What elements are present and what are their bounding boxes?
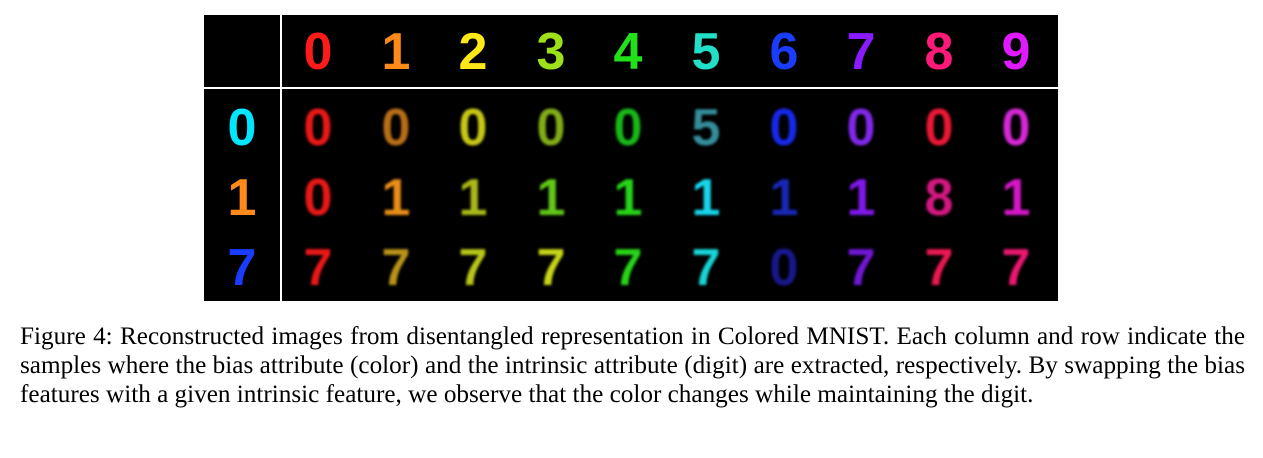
digit-glyph: 0 [1002, 99, 1031, 157]
digit-glyph: 7 [381, 239, 410, 297]
reconstruction-r0-c0: 0 [282, 91, 354, 163]
reconstruction-r1-c2: 1 [437, 161, 509, 233]
digit-glyph: 1 [228, 169, 257, 227]
row-sample-0: 0 [206, 91, 278, 163]
digit-glyph: 1 [769, 169, 798, 227]
digit-glyph: 2 [459, 23, 488, 81]
reconstruction-r0-c1: 0 [360, 91, 432, 163]
row-sample-2: 7 [206, 231, 278, 301]
digit-glyph: 9 [1002, 23, 1031, 81]
reconstruction-r0-c2: 0 [437, 91, 509, 163]
digit-glyph: 7 [847, 239, 876, 297]
reconstruction-r0-c3: 0 [515, 91, 587, 163]
reconstruction-r2-c8: 7 [903, 231, 975, 301]
digit-glyph: 0 [381, 99, 410, 157]
reconstruction-r1-c6: 1 [748, 161, 820, 233]
digit-glyph: 0 [304, 23, 333, 81]
column-separator [280, 15, 282, 301]
reconstruction-r1-c3: 1 [515, 161, 587, 233]
digit-glyph: 7 [924, 239, 953, 297]
header-sample-4: 4 [592, 15, 664, 87]
digit-glyph: 4 [614, 23, 643, 81]
header-sample-2: 2 [437, 15, 509, 87]
reconstruction-r1-c7: 1 [825, 161, 897, 233]
digit-glyph: 0 [228, 99, 257, 157]
digit-glyph: 0 [614, 99, 643, 157]
digit-glyph: 7 [304, 239, 333, 297]
reconstruction-r1-c0: 0 [282, 161, 354, 233]
reconstruction-r1-c1: 1 [360, 161, 432, 233]
reconstruction-r2-c5: 7 [670, 231, 742, 301]
digit-glyph: 7 [614, 239, 643, 297]
digit-glyph: 8 [924, 23, 953, 81]
header-sample-1: 1 [360, 15, 432, 87]
reconstruction-r2-c0: 7 [282, 231, 354, 301]
reconstruction-r1-c9: 1 [980, 161, 1052, 233]
digit-glyph: 3 [536, 23, 565, 81]
digit-glyph: 1 [459, 169, 488, 227]
reconstruction-r1-c8: 8 [903, 161, 975, 233]
reconstruction-r0-c4: 0 [592, 91, 664, 163]
reconstruction-r1-c5: 1 [670, 161, 742, 233]
digit-glyph: 7 [459, 239, 488, 297]
digit-glyph: 1 [536, 169, 565, 227]
digit-glyph: 0 [924, 99, 953, 157]
digit-glyph: 5 [692, 23, 721, 81]
digit-glyph: 0 [536, 99, 565, 157]
reconstruction-r2-c1: 7 [360, 231, 432, 301]
digit-glyph: 1 [1002, 169, 1031, 227]
digit-glyph: 0 [459, 99, 488, 157]
reconstruction-r0-c8: 0 [903, 91, 975, 163]
digit-glyph: 1 [692, 169, 721, 227]
reconstruction-r1-c4: 1 [592, 161, 664, 233]
digit-glyph: 0 [304, 169, 333, 227]
figure-caption: Figure 4: Reconstructed images from dise… [20, 323, 1245, 408]
header-sample-3: 3 [515, 15, 587, 87]
reconstruction-r2-c2: 7 [437, 231, 509, 301]
digit-glyph: 7 [692, 239, 721, 297]
reconstruction-r2-c3: 7 [515, 231, 587, 301]
row-separator [204, 87, 1058, 89]
digit-glyph: 0 [304, 99, 333, 157]
digit-glyph: 0 [769, 239, 798, 297]
digit-glyph: 5 [692, 99, 721, 157]
header-sample-5: 5 [670, 15, 742, 87]
header-sample-8: 8 [903, 15, 975, 87]
row-sample-1: 1 [206, 161, 278, 233]
digit-glyph: 1 [381, 169, 410, 227]
digit-glyph: 7 [1002, 239, 1031, 297]
reconstruction-r2-c6: 0 [748, 231, 820, 301]
digit-glyph: 7 [228, 239, 257, 297]
reconstruction-r2-c9: 7 [980, 231, 1052, 301]
digit-glyph: 7 [536, 239, 565, 297]
digit-glyph: 8 [924, 169, 953, 227]
digit-glyph: 1 [381, 23, 410, 81]
reconstruction-r0-c5: 5 [670, 91, 742, 163]
reconstruction-r0-c6: 0 [748, 91, 820, 163]
reconstruction-r0-c7: 0 [825, 91, 897, 163]
digit-glyph: 0 [847, 99, 876, 157]
digit-glyph: 1 [847, 169, 876, 227]
header-sample-7: 7 [825, 15, 897, 87]
reconstruction-r2-c4: 7 [592, 231, 664, 301]
header-sample-6: 6 [748, 15, 820, 87]
reconstruction-r2-c7: 7 [825, 231, 897, 301]
reconstruction-r0-c9: 0 [980, 91, 1052, 163]
digit-glyph: 0 [769, 99, 798, 157]
header-sample-0: 0 [282, 15, 354, 87]
digit-glyph: 1 [614, 169, 643, 227]
digit-glyph: 7 [847, 23, 876, 81]
digit-glyph: 6 [769, 23, 798, 81]
header-sample-9: 9 [980, 15, 1052, 87]
